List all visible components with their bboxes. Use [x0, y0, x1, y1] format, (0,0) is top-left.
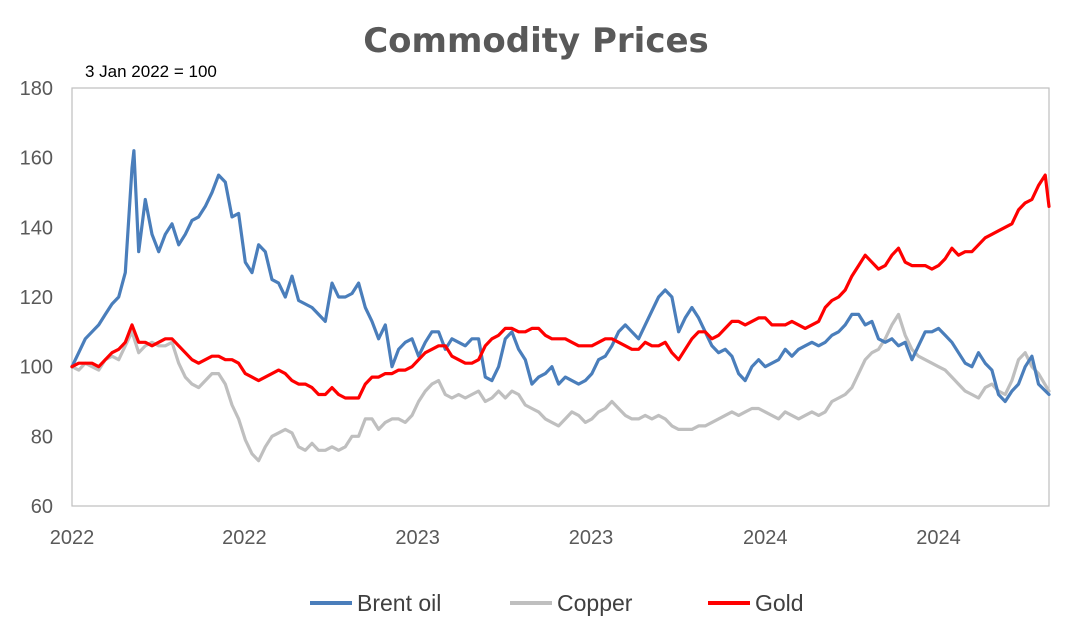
y-axis: 60 80 100 120 140 160 180: [20, 78, 53, 518]
series-line-copper: [70, 312, 1051, 463]
x-tick-label: 2023: [395, 527, 440, 549]
series-line-gold: [70, 173, 1051, 400]
y-tick-label: 100: [20, 357, 53, 379]
y-tick-label: 60: [31, 496, 53, 518]
x-tick-label: 2023: [569, 527, 614, 549]
y-tick-label: 180: [20, 78, 53, 100]
legend: Brent oil Copper Gold: [310, 590, 804, 616]
x-tick-label: 2024: [743, 527, 788, 549]
chart-title: Commodity Prices: [363, 21, 709, 61]
legend-label: Copper: [557, 590, 633, 616]
legend-label: Brent oil: [357, 590, 441, 616]
x-tick-label: 2022: [222, 527, 267, 549]
series-lines: [70, 149, 1051, 463]
x-tick-label: 2024: [916, 527, 961, 549]
y-tick-label: 80: [31, 426, 53, 448]
y-tick-label: 140: [20, 217, 53, 239]
chart-note: 3 Jan 2022 = 100: [85, 62, 217, 81]
legend-label: Gold: [755, 590, 804, 616]
series-line-brent-oil: [70, 149, 1051, 404]
y-tick-label: 120: [20, 287, 53, 309]
x-tick-label: 2022: [50, 527, 95, 549]
y-tick-label: 160: [20, 148, 53, 170]
x-axis: 2022 2022 2023 2023 2024 2024: [50, 527, 961, 549]
plot-area: [71, 87, 1050, 507]
